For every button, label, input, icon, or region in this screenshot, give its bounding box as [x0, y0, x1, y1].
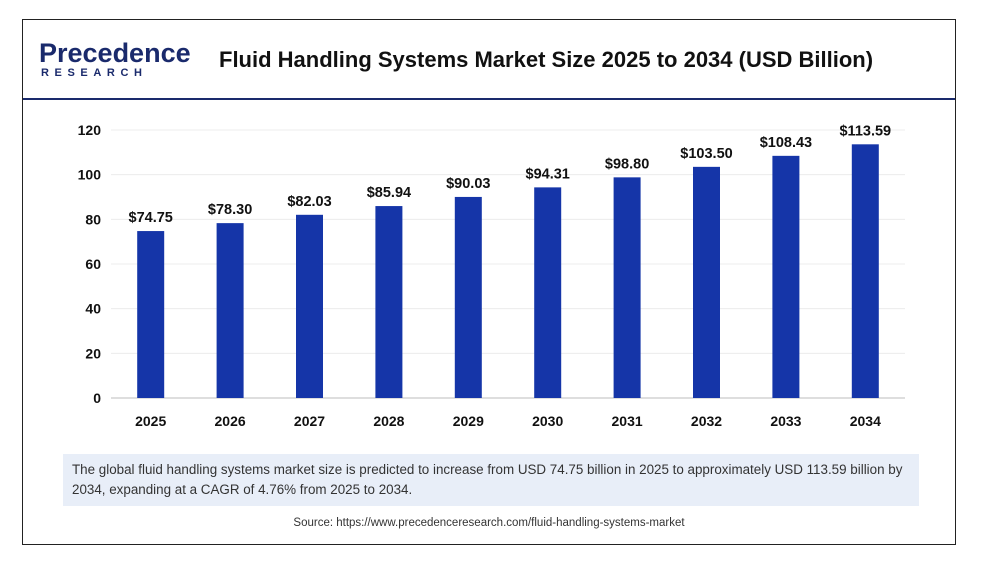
- bar-2025: [137, 231, 165, 398]
- bar-2034: [851, 144, 879, 398]
- source-note: Source: https://www.precedenceresearch.c…: [293, 517, 685, 529]
- bar-2030: [534, 187, 562, 398]
- y-axis-ticks: 0 20 40 60 80 100 120: [78, 122, 102, 406]
- bar-value-label: $85.94: [367, 185, 411, 201]
- bar-value-label: $82.03: [287, 194, 331, 210]
- bar-2026: [216, 223, 244, 398]
- bar-2031: [613, 177, 641, 398]
- y-tick-label: 100: [78, 167, 102, 183]
- bar-chart: 0 20 40 60 80 100 120 $74.75 $78.30 $82.03 $85.94…: [78, 122, 905, 429]
- bar-value-label: $108.43: [760, 135, 812, 151]
- x-tick-label: 2033: [770, 413, 801, 429]
- x-tick-label: 2025: [135, 413, 166, 429]
- bar-2027: [296, 214, 323, 398]
- bar-value-label: $103.50: [680, 146, 732, 162]
- y-tick-label: 0: [93, 390, 101, 406]
- x-tick-label: 2030: [532, 413, 563, 429]
- logo-sub-text: RESEARCH: [41, 67, 148, 79]
- bar-value-label: $90.03: [446, 176, 490, 192]
- summary-caption: The global fluid handling systems market…: [63, 454, 919, 506]
- bar-2033: [772, 155, 800, 398]
- bar-2029: [454, 196, 482, 398]
- bar-2032: [693, 166, 720, 398]
- brand-logo: Precedence RESEARCH: [39, 38, 191, 82]
- y-tick-label: 120: [78, 122, 102, 138]
- bars: [137, 144, 879, 398]
- x-tick-label: 2027: [294, 413, 325, 429]
- chart-frame: Precedence RESEARCH Fluid Handling Syste…: [22, 19, 956, 545]
- y-tick-label: 40: [85, 301, 101, 317]
- logo-main-text: Precedence: [39, 38, 191, 68]
- bar-data-labels: $74.75 $78.30 $82.03 $85.94 $90.03 $94.31 $98.…: [129, 123, 892, 226]
- bar-value-label: $78.30: [208, 202, 252, 218]
- x-tick-label: 2034: [850, 413, 881, 429]
- x-tick-label: 2028: [373, 413, 404, 429]
- x-tick-label: 2026: [215, 413, 246, 429]
- x-tick-label: 2029: [453, 413, 484, 429]
- y-tick-label: 20: [85, 345, 101, 361]
- header: Precedence RESEARCH Fluid Handling Syste…: [23, 20, 955, 100]
- bar-value-label: $113.59: [839, 123, 891, 139]
- bar-value-label: $94.31: [526, 166, 570, 182]
- x-tick-label: 2031: [612, 413, 643, 429]
- bar-2028: [375, 206, 403, 398]
- bar-value-label: $98.80: [605, 156, 649, 172]
- bar-value-label: $74.75: [129, 210, 173, 226]
- y-tick-label: 60: [85, 256, 101, 272]
- x-tick-label: 2032: [691, 413, 722, 429]
- y-tick-label: 80: [85, 211, 101, 227]
- chart-title: Fluid Handling Systems Market Size 2025 …: [219, 47, 874, 72]
- x-axis-ticks: 2025 2026 2027 2028 2029 2030 2031 2032 2033 2034: [135, 413, 881, 429]
